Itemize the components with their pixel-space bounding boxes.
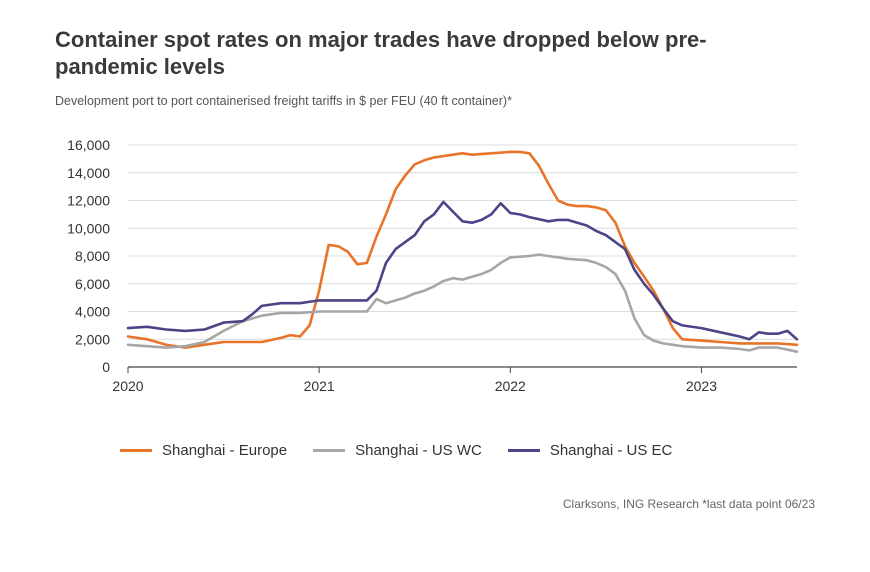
gridlines (128, 144, 797, 368)
y-tick-label: 4,000 (75, 304, 110, 320)
y-axis: 0 2,000 4,000 6,000 8,000 10,000 12,000 14,000 1… (67, 137, 110, 375)
y-tick-label: 2,000 (75, 331, 110, 347)
legend: Shanghai - Europe Shanghai - US WC Shang… (120, 442, 672, 459)
legend-item-us-ec[interactable]: Shanghai - US EC (507, 442, 673, 459)
y-tick-label: 0 (102, 359, 110, 375)
legend-swatch (120, 449, 152, 452)
y-tick-label: 16,000 (67, 137, 110, 153)
legend-label: Shanghai - US EC (549, 442, 673, 459)
x-axis: 2020 2021 2022 2023 (112, 367, 717, 394)
legend-label: Shanghai - US WC (355, 442, 482, 459)
x-tick-label: 2023 (686, 378, 717, 394)
y-tick-label: 12,000 (67, 193, 110, 209)
chart-subtitle: Development port to port containerised f… (55, 94, 512, 108)
series-line (126, 253, 799, 353)
chart-title: Container spot rates on major trades hav… (55, 27, 707, 79)
series-line (126, 150, 799, 349)
y-tick-label: 14,000 (67, 165, 110, 181)
legend-swatch (313, 449, 346, 452)
source-note: Clarksons, ING Research *last data point… (562, 497, 815, 511)
y-tick-label: 8,000 (75, 248, 110, 264)
series-lines (126, 150, 799, 353)
x-tick-label: 2020 (112, 378, 143, 394)
legend-item-us-wc[interactable]: Shanghai - US WC (313, 442, 482, 459)
legend-label: Shanghai - Europe (162, 442, 288, 459)
x-tick-label: 2021 (304, 378, 335, 394)
y-tick-label: 6,000 (75, 276, 110, 292)
y-tick-label: 10,000 (67, 220, 110, 236)
legend-item-europe[interactable]: Shanghai - Europe (120, 442, 287, 459)
series-line (126, 200, 799, 341)
legend-swatch (507, 449, 540, 452)
x-tick-label: 2022 (495, 378, 526, 394)
